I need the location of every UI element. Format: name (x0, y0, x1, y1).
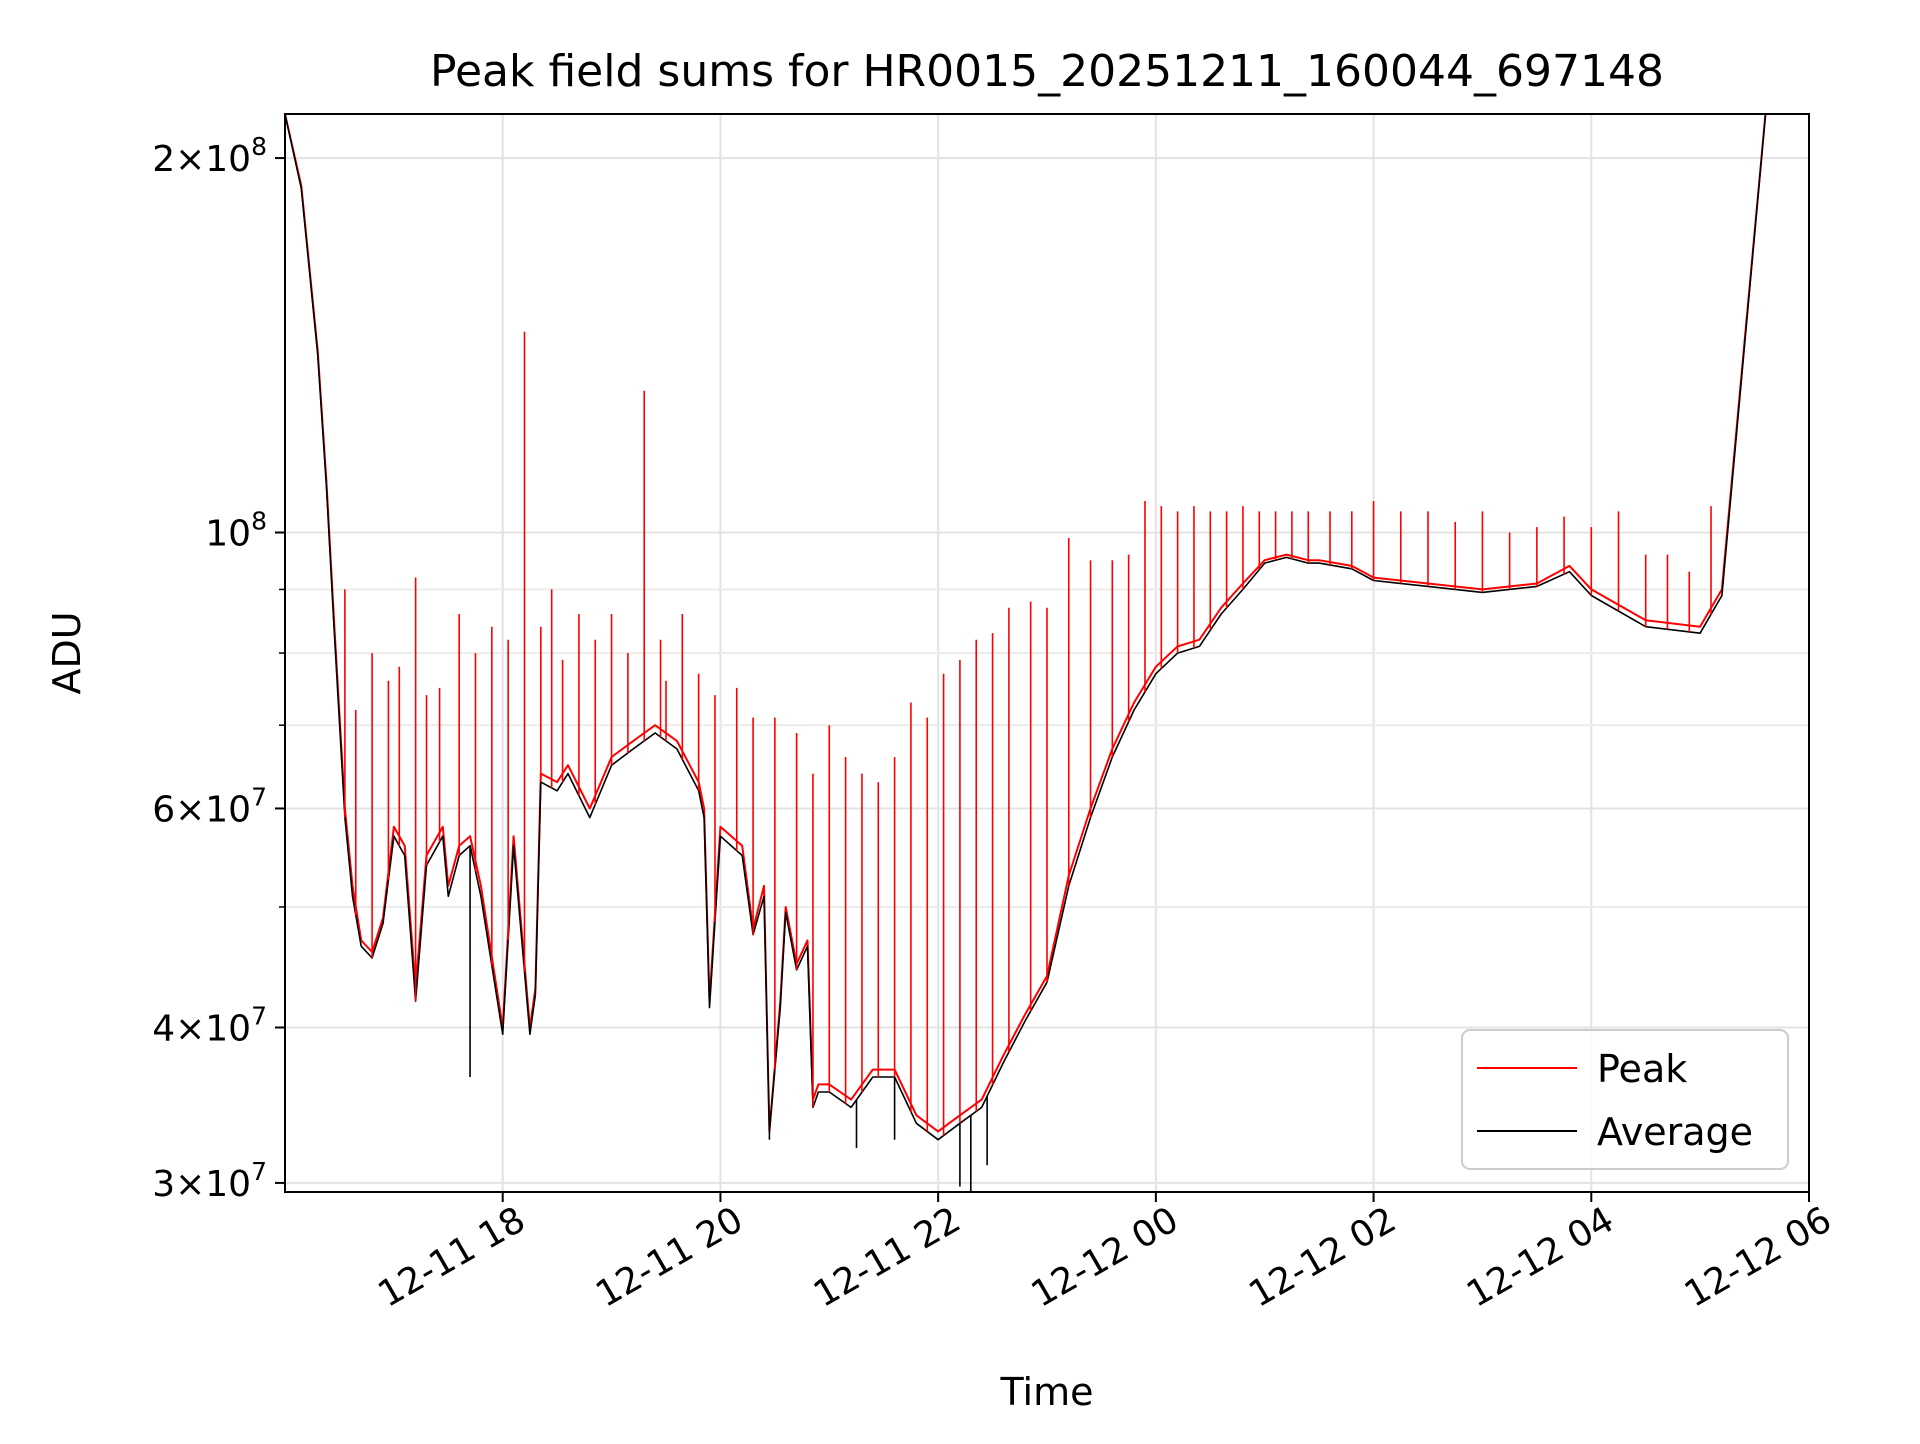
legend-average-label: Average (1597, 1110, 1753, 1154)
y-tick-label: 6×107 (152, 782, 267, 830)
y-tick-label: 2×108 (152, 132, 267, 180)
series-layer (285, 114, 1809, 1192)
y-tick-label: 4×107 (152, 1002, 267, 1050)
legend-peak-label: Peak (1597, 1047, 1687, 1091)
series-group (285, 114, 1809, 1192)
legend: Peak Average (1461, 1029, 1789, 1170)
y-tick-label: 108 (205, 507, 267, 555)
series-peak-line (285, 114, 1809, 1133)
x-axis-label: Time (1000, 1370, 1094, 1414)
y-tick-label: 3×107 (152, 1157, 267, 1205)
y-axis-label: ADU (45, 611, 89, 694)
series-average-line (285, 114, 1809, 1141)
chart-title: Peak field sums for HR0015_20251211_1600… (430, 46, 1664, 97)
legend-box (1461, 1029, 1789, 1170)
